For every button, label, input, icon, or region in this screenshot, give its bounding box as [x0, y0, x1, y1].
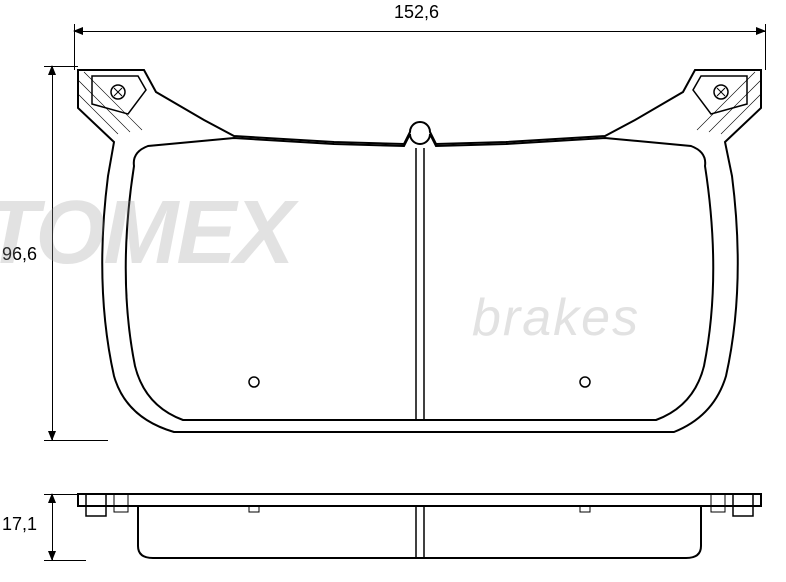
- dim-height-label: 96,6: [2, 244, 37, 265]
- brake-pad-side-view: [74, 492, 765, 562]
- dim-height-line: [52, 66, 53, 440]
- brake-pad-front-view: [74, 66, 765, 440]
- diagram-container: 152,6 96,6 17,1: [0, 0, 786, 582]
- friction-hole-left: [249, 377, 259, 387]
- friction-hole-right: [580, 377, 590, 387]
- dim-thickness-line: [52, 494, 53, 560]
- dim-width-label: 152,6: [394, 2, 439, 23]
- dim-width-line: [74, 31, 765, 32]
- dim-width-ext-left: [74, 24, 75, 70]
- dim-thickness-label: 17,1: [2, 514, 37, 535]
- dim-height-ext-bottom: [44, 440, 108, 441]
- mounting-clip-right: [693, 72, 761, 134]
- dim-height-ext-top: [44, 66, 78, 67]
- dim-width-ext-right: [765, 24, 766, 70]
- mounting-clip-left: [78, 72, 146, 134]
